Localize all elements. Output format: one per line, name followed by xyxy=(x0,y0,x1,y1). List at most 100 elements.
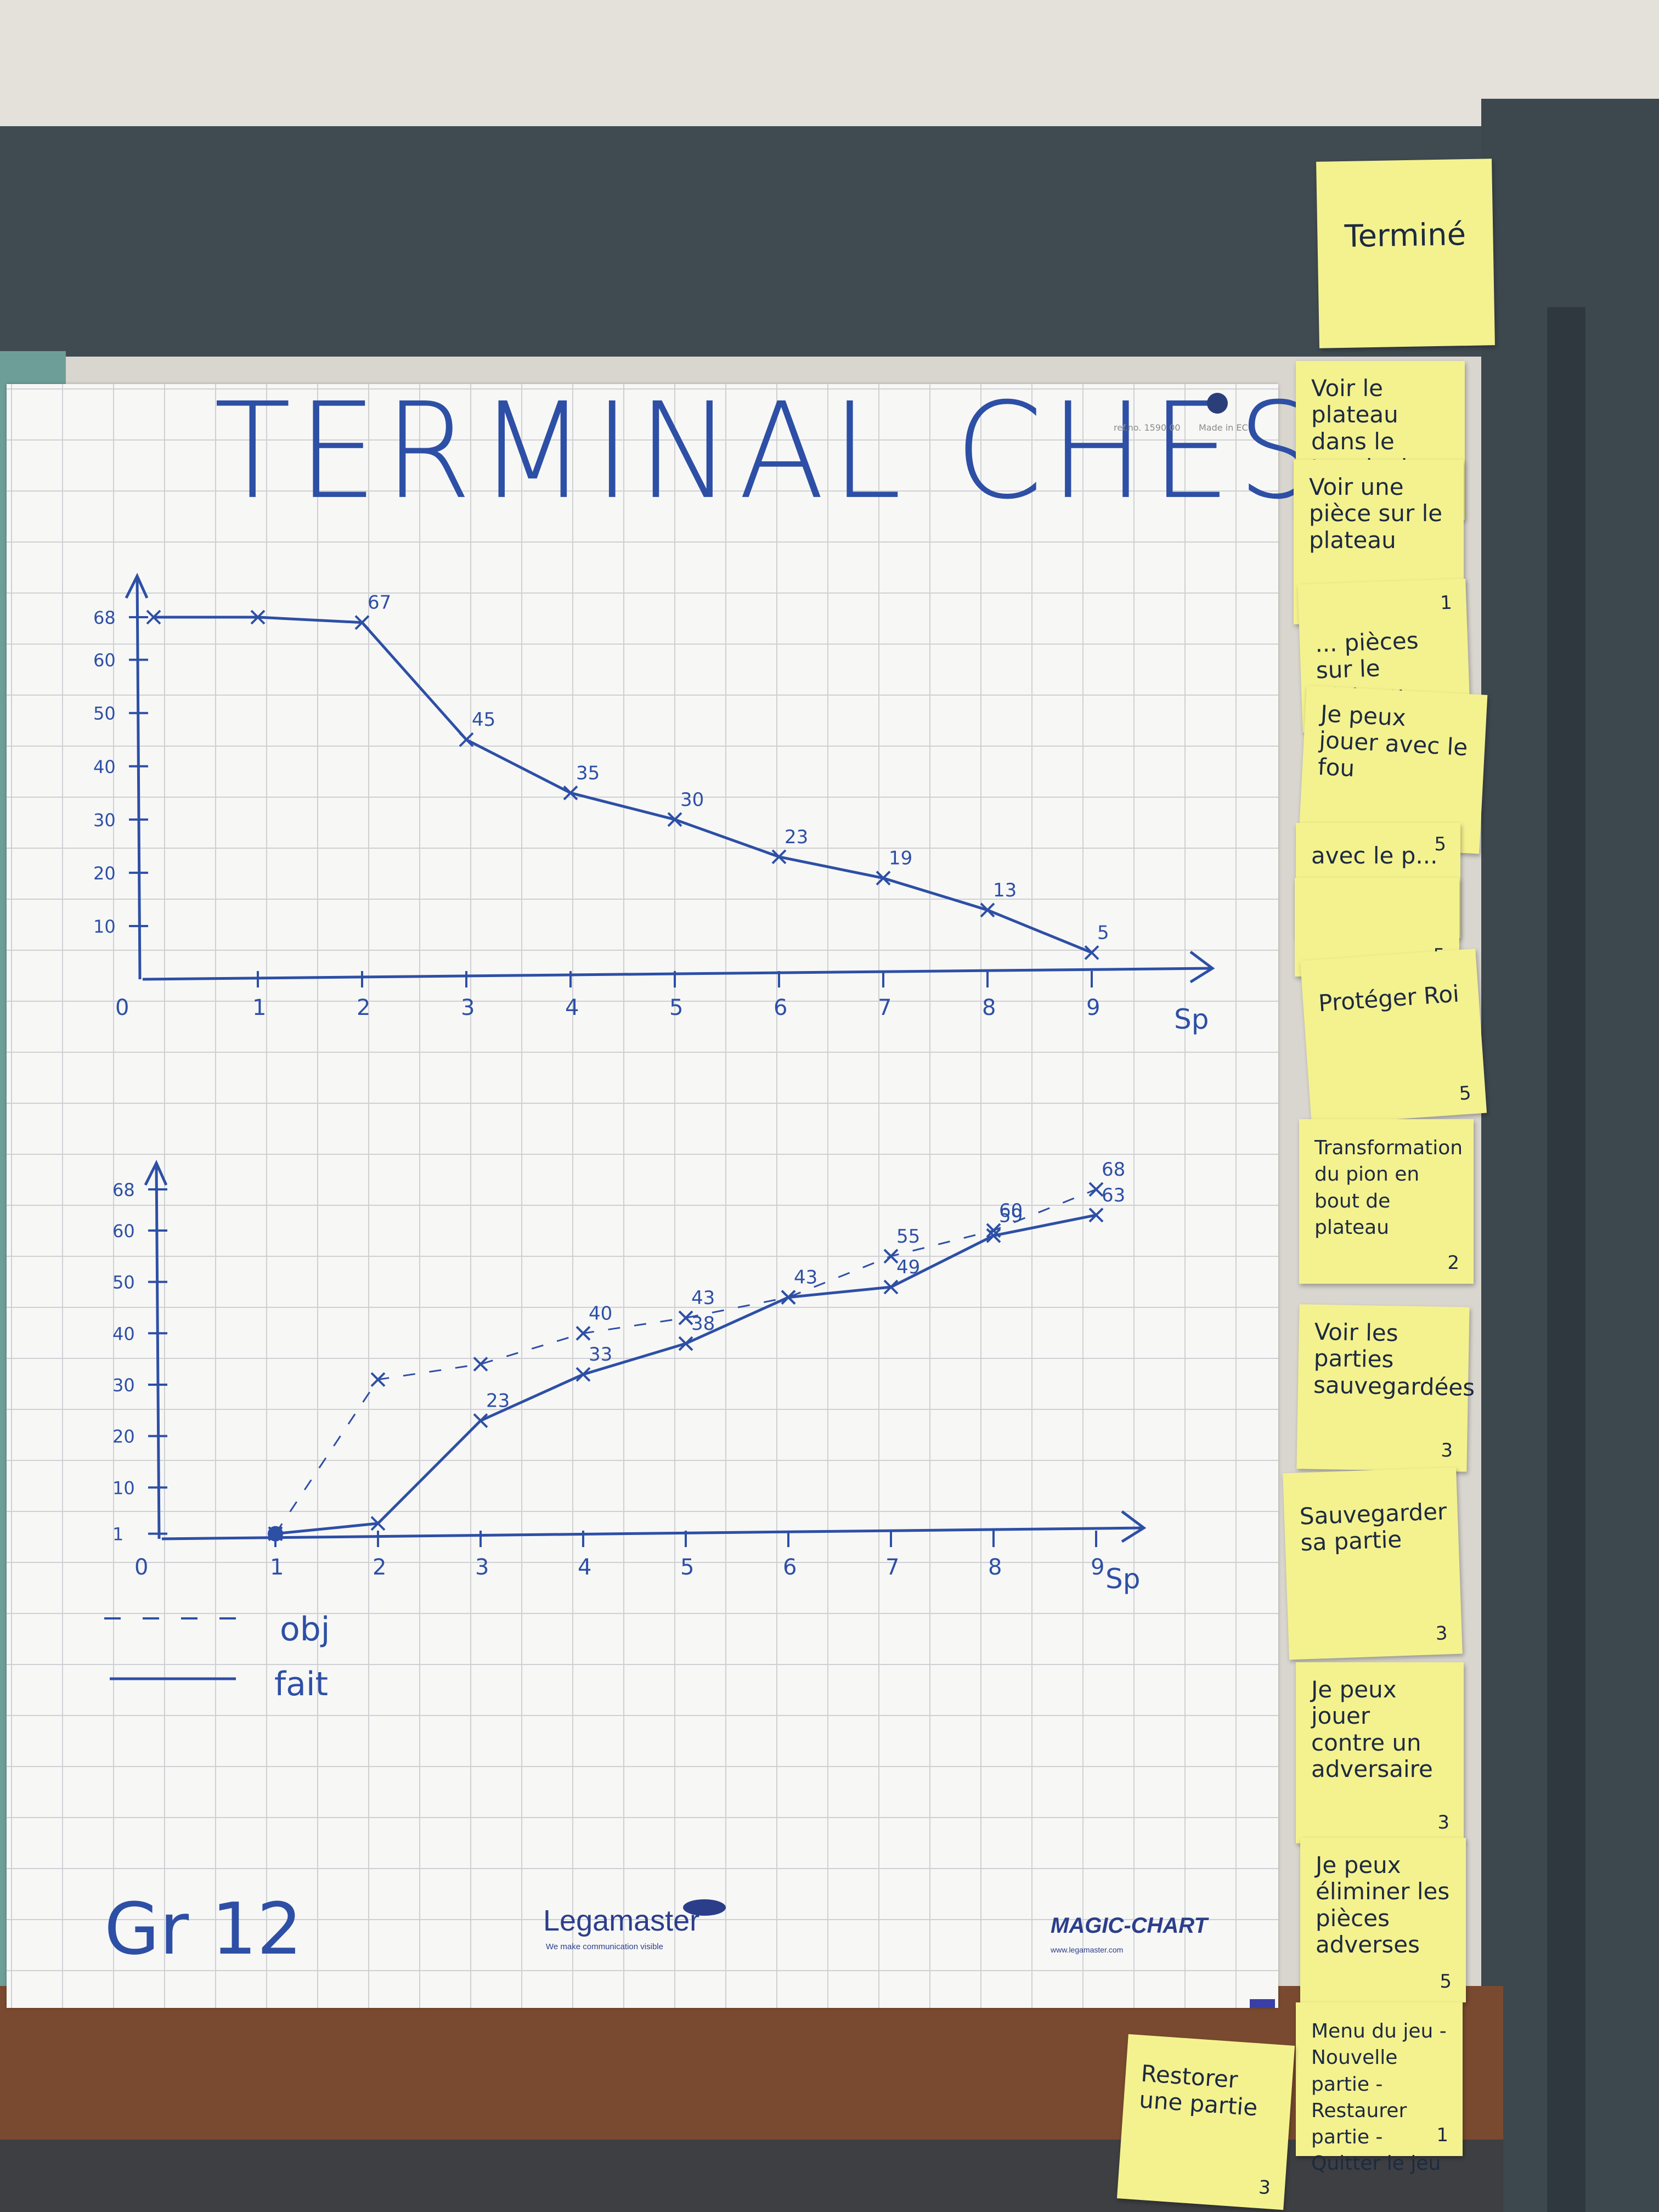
data-point xyxy=(667,812,682,827)
data-point xyxy=(250,610,266,625)
y-tick-label: 20 xyxy=(93,863,116,884)
sticky-note-points: 1 xyxy=(1436,2124,1448,2146)
data-label: 59 xyxy=(999,1205,1023,1227)
y-tick-label: 10 xyxy=(112,1477,135,1498)
brand-tagline: We make communication visible xyxy=(546,1942,663,1951)
sticky-note-points: 5 xyxy=(1440,1970,1452,1993)
sticky-note: Je peux éliminer les pièces adverses 5 xyxy=(1300,1838,1466,2002)
sticky-note-points: 1 xyxy=(1440,591,1453,614)
group-signature: Gr 12 xyxy=(104,1887,302,1971)
data-point xyxy=(781,1290,796,1305)
y-tick-label: 60 xyxy=(93,650,116,671)
x-axis-label: Sp xyxy=(1174,1003,1209,1035)
data-point xyxy=(980,902,995,918)
data-point xyxy=(473,1357,488,1372)
chart-legend: obj fait xyxy=(104,1610,330,1703)
x-axis-arrow xyxy=(1189,951,1215,984)
sticky-note: Transformation du pion en bout de platea… xyxy=(1299,1119,1474,1284)
data-point xyxy=(563,785,578,800)
sticky-note-text: Menu du jeu -Nouvelle partie -Restaurer … xyxy=(1311,2020,1447,2175)
data-label: 67 xyxy=(368,592,391,614)
origin-dot xyxy=(268,1526,283,1542)
paper-made-in: Made in EC xyxy=(1199,422,1248,433)
data-label: 13 xyxy=(993,879,1017,901)
data-label: 33 xyxy=(589,1344,612,1365)
x-tick-label: 1 xyxy=(270,1555,284,1580)
sticky-note-text: Restorer une partie xyxy=(1138,2059,1259,2121)
x-axis xyxy=(161,1526,1144,1541)
sticky-note-text: Transformation du pion en bout de platea… xyxy=(1314,1137,1463,1239)
y-axis-arrow xyxy=(144,1160,168,1186)
legend-done-label: fait xyxy=(274,1665,328,1703)
x-tick-label: 4 xyxy=(565,995,579,1020)
y-tick-label: 20 xyxy=(112,1426,135,1447)
sticky-note-points: 3 xyxy=(1441,1439,1453,1462)
y-tick-label: 30 xyxy=(112,1375,135,1396)
x-axis-label: Sp xyxy=(1105,1563,1140,1595)
y-tick-label: 10 xyxy=(93,916,116,937)
data-point xyxy=(883,1249,899,1264)
data-point xyxy=(876,871,891,886)
x-tick-label: 2 xyxy=(357,995,370,1020)
data-label: 5 xyxy=(1097,922,1109,944)
wall xyxy=(0,0,1659,132)
y-tick-label: 40 xyxy=(112,1323,135,1344)
data-label: 40 xyxy=(589,1302,612,1324)
data-label: 55 xyxy=(896,1226,920,1248)
sticky-note: Sauvegarder sa partie 3 xyxy=(1283,1467,1463,1660)
series-line xyxy=(275,1214,1097,1536)
x-tick-label: 7 xyxy=(878,995,891,1020)
x-tick-label: 5 xyxy=(669,995,683,1020)
sticky-note-done-header: Terminé xyxy=(1316,159,1495,348)
x-axis-arrow xyxy=(1121,1510,1147,1543)
y-tick-label: 50 xyxy=(93,703,116,724)
data-point xyxy=(883,1279,899,1295)
chart-title: TERMINAL CHESS xyxy=(214,375,1411,529)
x-tick-label: 8 xyxy=(988,1555,1002,1580)
x-tick-label: 6 xyxy=(774,995,787,1020)
y-tick-label: 1 xyxy=(112,1524,123,1545)
data-point xyxy=(678,1336,693,1351)
data-point xyxy=(1088,1182,1104,1197)
y-tick-label: 68 xyxy=(112,1180,135,1200)
data-label: 35 xyxy=(576,762,600,784)
y-tick-label: 30 xyxy=(93,810,116,831)
data-label: 43 xyxy=(691,1287,715,1309)
x-tick-label: 5 xyxy=(680,1555,694,1580)
burndown-chart: 0 1 2 3 4 5 6 7 8 9 Sp1020304050606867453530231913… xyxy=(93,573,1215,1035)
flipchart-sheet xyxy=(7,384,1278,2008)
data-label: 63 xyxy=(1102,1184,1125,1206)
x-tick-label: 7 xyxy=(885,1555,899,1580)
product-name: MAGIC-CHART xyxy=(1051,1914,1207,1938)
x-tick-label: 0 xyxy=(115,995,129,1020)
y-axis xyxy=(136,575,142,980)
x-tick-label: 2 xyxy=(373,1555,386,1580)
data-point xyxy=(1088,1207,1104,1223)
legend-objective-label: obj xyxy=(280,1610,330,1649)
data-point xyxy=(354,615,370,630)
sticky-note-points: 5 xyxy=(1458,1082,1472,1105)
x-tick-label: 0 xyxy=(134,1555,148,1580)
data-point xyxy=(986,1228,1001,1243)
data-point xyxy=(575,1367,591,1382)
y-axis-arrow xyxy=(125,573,149,599)
sticky-note: Menu du jeu -Nouvelle partie -Restaurer … xyxy=(1296,2002,1463,2175)
series-line xyxy=(274,1188,1097,1534)
y-axis xyxy=(155,1163,161,1539)
sticky-note-points: 2 xyxy=(1447,1251,1459,1274)
data-label: 43 xyxy=(794,1267,817,1289)
sticky-note-text: Je peux jouer avec le fou xyxy=(1317,699,1469,782)
sticky-note: Je peux jouer contre un adversaire 3 xyxy=(1296,1662,1464,1843)
data-label: 68 xyxy=(1102,1159,1125,1181)
y-tick-label: 60 xyxy=(112,1221,135,1242)
data-label: 60 xyxy=(999,1200,1023,1222)
data-label: 23 xyxy=(486,1390,510,1412)
x-tick-label: 4 xyxy=(578,1555,591,1580)
data-point xyxy=(146,610,161,625)
data-point xyxy=(771,849,787,865)
sticky-note-points: 3 xyxy=(1437,1811,1449,1833)
data-point xyxy=(370,1516,386,1531)
product-url: www.legamaster.com xyxy=(1051,1945,1124,1954)
sticky-note-text: Je peux jouer contre un adversaire xyxy=(1311,1676,1433,1782)
